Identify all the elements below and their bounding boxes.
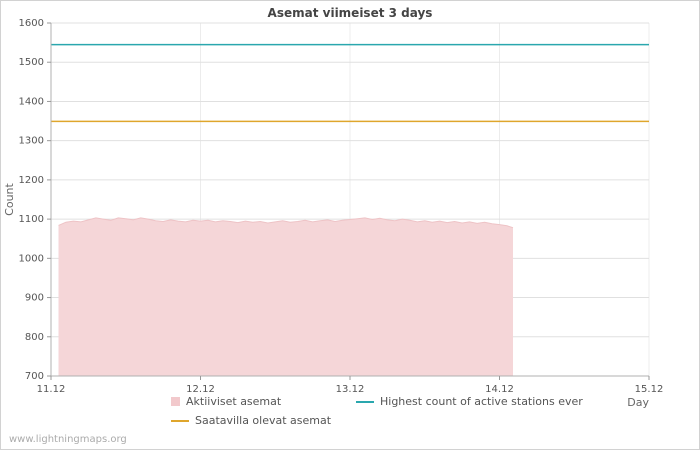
legend-swatch-0 bbox=[171, 397, 180, 406]
x-tick-label: 11.12 bbox=[37, 384, 66, 395]
y-tick-label: 1300 bbox=[19, 136, 44, 147]
legend-label: Saatavilla olevat asemat bbox=[195, 414, 332, 427]
y-tick-label: 800 bbox=[25, 332, 44, 343]
x-tick-label: 13.12 bbox=[336, 384, 365, 395]
x-tick-label: 14.12 bbox=[485, 384, 514, 395]
area-series-active-stations bbox=[58, 217, 513, 376]
legend-label: Highest count of active stations ever bbox=[380, 395, 583, 408]
y-tick-label: 1400 bbox=[19, 96, 44, 107]
legend-item-highest-count: Highest count of active stations ever bbox=[356, 395, 583, 408]
legend-swatch-1 bbox=[171, 419, 189, 422]
y-axis-label: Count bbox=[3, 182, 16, 215]
y-tick-label: 1500 bbox=[19, 57, 44, 68]
legend-swatch-2 bbox=[356, 400, 374, 403]
x-tick-label: 12.12 bbox=[186, 384, 215, 395]
legend-item-active-stations: Aktiiviset asemat bbox=[171, 395, 356, 408]
watermark-link[interactable]: www.lightningmaps.org bbox=[9, 434, 127, 445]
chart-legend: Aktiiviset asemat Saatavilla olevat asem… bbox=[171, 392, 583, 430]
x-tick-label: 15.12 bbox=[635, 384, 664, 395]
y-tick-label: 900 bbox=[25, 293, 44, 304]
y-tick-label: 1200 bbox=[19, 175, 44, 186]
chart-plot: 11.12 12.12 13.12 14.12 15.12 700 800 900 1000 11… bbox=[3, 18, 664, 409]
x-axis-label: Day bbox=[627, 396, 649, 409]
area-series-top-edge bbox=[58, 217, 514, 229]
chart-title: Asemat viimeiset 3 days bbox=[267, 6, 433, 20]
legend-item-available-stations: Saatavilla olevat asemat bbox=[171, 414, 356, 427]
y-tick-label: 1100 bbox=[19, 214, 44, 225]
y-tick-label: 700 bbox=[25, 371, 44, 382]
y-tick-label: 1600 bbox=[19, 18, 44, 29]
legend-label: Aktiiviset asemat bbox=[186, 395, 282, 408]
y-tick-label: 1000 bbox=[19, 253, 44, 264]
